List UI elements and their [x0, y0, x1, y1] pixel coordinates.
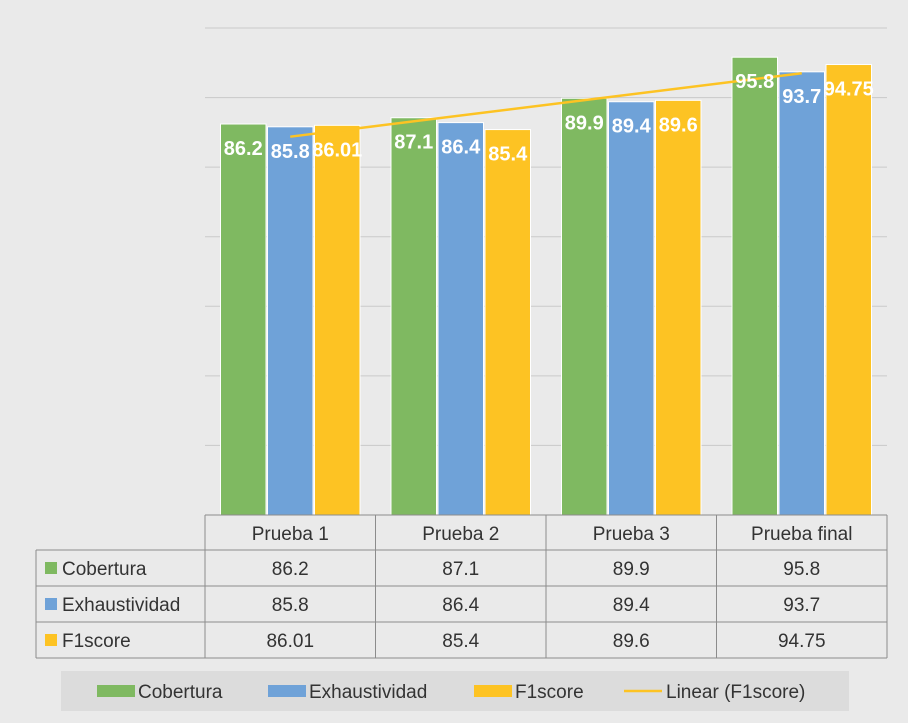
- bar-exhaustividad-2: [437, 122, 484, 516]
- data-table: Prueba 1 Prueba 2 Prueba 3 Prueba final Cobe…: [35, 514, 888, 659]
- legend-label: F1score: [515, 682, 584, 703]
- trendline: [290, 71, 802, 138]
- bars: [220, 56, 872, 516]
- bar-f1score-4: [825, 64, 872, 516]
- table-cell: 87.1: [442, 559, 479, 580]
- data-label: 85.8: [271, 141, 310, 163]
- data-labels: 86.2 87.1 89.9 95.8 85.8 86.4 89.4 93.7 86.01 85.…: [224, 71, 874, 165]
- bar-exhaustividad-4: [778, 71, 825, 516]
- bar-exhaustividad-3: [608, 101, 655, 516]
- data-label: 85.4: [488, 144, 528, 166]
- data-label: 86.4: [441, 137, 481, 159]
- bar-cobertura-4: [731, 56, 778, 516]
- legend: Cobertura Exhaustividad F1score Linear (F1s…: [61, 671, 849, 711]
- trendline-f1score: [290, 71, 802, 138]
- bar-f1score-3: [655, 99, 702, 516]
- table-header-2: Prueba 2: [422, 524, 499, 545]
- data-label: 89.9: [565, 112, 604, 134]
- bar-cobertura-1: [220, 123, 267, 516]
- table-cell: 95.8: [783, 559, 820, 580]
- table-row-label: Exhaustividad: [62, 595, 180, 616]
- bar-exhaustividad-1: [267, 126, 314, 516]
- table-row-label: Cobertura: [62, 559, 147, 580]
- bar-cobertura-3: [561, 97, 608, 516]
- table-cell: 93.7: [783, 595, 820, 616]
- data-label: 86.2: [224, 138, 263, 160]
- data-label: 94.75: [824, 79, 874, 101]
- data-label: 86.01: [312, 139, 362, 161]
- table-legend-key: [45, 562, 57, 574]
- table-cell: 85.8: [272, 595, 309, 616]
- table-cell: 86.4: [442, 595, 479, 616]
- table-cell: 89.4: [613, 595, 650, 616]
- legend-key-exhaustividad: [268, 685, 306, 697]
- data-label: 93.7: [782, 86, 821, 108]
- legend-label: Exhaustividad: [309, 682, 427, 703]
- data-label: 89.6: [659, 114, 698, 136]
- data-label: 95.8: [735, 71, 774, 93]
- table-cell: 86.01: [266, 631, 314, 652]
- table-row-label: F1score: [62, 631, 131, 652]
- table-cell: 89.9: [613, 559, 650, 580]
- bar-f1score-1: [314, 124, 361, 516]
- table-cell: 89.6: [613, 631, 650, 652]
- table-cell: 86.2: [272, 559, 309, 580]
- bar-f1score-2: [484, 129, 531, 516]
- table-legend-key: [45, 634, 57, 646]
- table-legend-key: [45, 598, 57, 610]
- data-label: 89.4: [612, 116, 652, 138]
- table-cell: 85.4: [442, 631, 479, 652]
- legend-box: [61, 671, 849, 711]
- table-cell: 94.75: [778, 631, 826, 652]
- table-header-4: Prueba final: [751, 524, 852, 545]
- legend-key-cobertura: [97, 685, 135, 697]
- legend-key-f1score: [474, 685, 512, 697]
- table-header-1: Prueba 1: [252, 524, 329, 545]
- data-label: 87.1: [394, 132, 433, 154]
- legend-label: Cobertura: [138, 682, 223, 703]
- legend-label: Linear (F1score): [666, 682, 805, 703]
- table-header-3: Prueba 3: [593, 524, 670, 545]
- bar-cobertura-2: [390, 117, 437, 516]
